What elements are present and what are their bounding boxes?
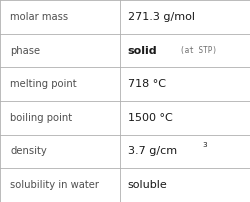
Text: solubility in water: solubility in water (10, 180, 99, 190)
Text: phase: phase (10, 45, 40, 56)
Text: 3.7 g/cm: 3.7 g/cm (127, 146, 176, 157)
Text: 271.3 g/mol: 271.3 g/mol (127, 12, 194, 22)
Text: boiling point: boiling point (10, 113, 72, 123)
Text: melting point: melting point (10, 79, 76, 89)
Text: molar mass: molar mass (10, 12, 68, 22)
Text: (at STP): (at STP) (180, 46, 216, 55)
Text: 3: 3 (202, 142, 206, 148)
Text: 1500 °C: 1500 °C (127, 113, 172, 123)
Text: soluble: soluble (127, 180, 166, 190)
Text: density: density (10, 146, 46, 157)
Text: solid: solid (127, 45, 156, 56)
Text: 718 °C: 718 °C (127, 79, 165, 89)
